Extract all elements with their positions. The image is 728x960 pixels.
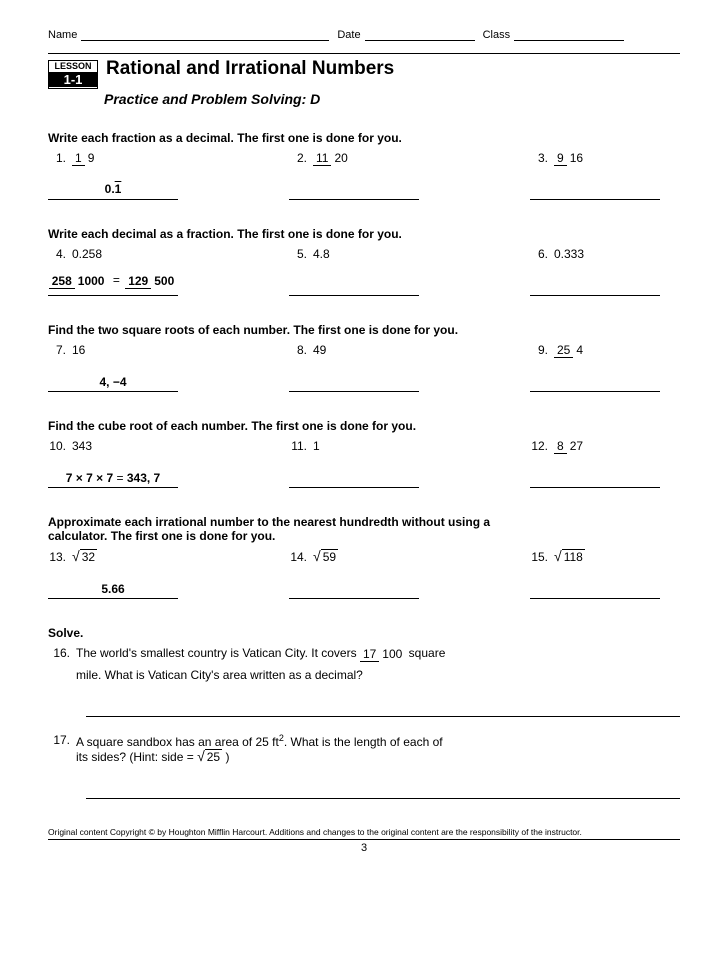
answer-15[interactable] [530, 582, 660, 599]
lesson-number: 1-1 [49, 72, 97, 87]
section-4-problems: 10.343 11.1 12. 827 [48, 439, 680, 453]
name-blank[interactable] [81, 28, 329, 41]
section-4-heading: Find the cube root of each number. The f… [48, 419, 680, 433]
answer-4[interactable]: 2581000 = 129500 [48, 279, 178, 296]
page-title: Rational and Irrational Numbers [106, 58, 394, 80]
section-2-heading: Write each decimal as a fraction. The fi… [48, 227, 680, 241]
answer-11[interactable] [289, 471, 419, 488]
copyright: Original content Copyright © by Houghton… [48, 827, 680, 837]
section-4-answers: 7 × 7 × 7 = 343, 7 [48, 471, 680, 491]
problem-15: 15. √118 [530, 549, 680, 564]
answer-13[interactable]: 5.66 [48, 582, 178, 599]
answer-14[interactable] [289, 582, 419, 599]
problem-2: 2. 1120 [289, 151, 530, 165]
class-label: Class [483, 29, 511, 41]
answer-17[interactable] [86, 782, 680, 799]
section-5-answers: 5.66 [48, 582, 680, 602]
problem-1: 1. 19 [48, 151, 289, 165]
answer-7[interactable]: 4, −4 [48, 375, 178, 392]
section-1-heading: Write each fraction as a decimal. The fi… [48, 131, 680, 145]
answer-2[interactable] [289, 183, 419, 200]
section-6-heading: Solve. [48, 626, 680, 640]
answer-3[interactable] [530, 183, 660, 200]
section-2-problems: 4.0.258 5.4.8 6.0.333 [48, 247, 680, 261]
section-5-heading: Approximate each irrational number to th… [48, 515, 548, 543]
answer-6[interactable] [530, 279, 660, 296]
date-blank[interactable] [365, 28, 475, 41]
problem-11: 11.1 [289, 439, 530, 453]
section-2-answers: 2581000 = 129500 [48, 279, 680, 299]
section-3-heading: Find the two square roots of each number… [48, 323, 538, 337]
problem-16-text: The world's smallest country is Vatican … [76, 646, 445, 682]
section-3-answers: 4, −4 [48, 375, 680, 395]
header-fields: Name Date Class [48, 28, 680, 41]
problem-16: 16. The world's smallest country is Vati… [48, 646, 680, 682]
answer-16[interactable] [86, 700, 680, 717]
problem-13: 13. √32 [48, 549, 289, 564]
problem-14: 14. √59 [289, 549, 530, 564]
problem-5: 5.4.8 [289, 247, 530, 261]
problem-12: 12. 827 [530, 439, 680, 453]
top-rule [48, 53, 680, 54]
problem-9: 9. 254 [530, 343, 680, 357]
section-3-problems: 7.16 8.49 9. 254 [48, 343, 680, 357]
page-number: 3 [48, 839, 680, 854]
section-1-problems: 1. 19 2. 1120 3. 916 [48, 151, 680, 165]
answer-9[interactable] [530, 375, 660, 392]
answer-5[interactable] [289, 279, 419, 296]
problem-4: 4.0.258 [48, 247, 289, 261]
problem-8: 8.49 [289, 343, 530, 357]
lesson-badge: LESSON 1-1 [48, 60, 98, 89]
lesson-label: LESSON [49, 62, 97, 71]
problem-10: 10.343 [48, 439, 289, 453]
problem-7: 7.16 [48, 343, 289, 357]
worksheet-page: Name Date Class LESSON 1-1 Rational and … [0, 0, 728, 864]
date-label: Date [337, 29, 360, 41]
answer-8[interactable] [289, 375, 419, 392]
name-label: Name [48, 29, 77, 41]
problem-3: 3. 916 [530, 151, 680, 165]
answer-1[interactable]: 0.1 [48, 183, 178, 200]
problem-17: 17. A square sandbox has an area of 25 f… [48, 733, 680, 764]
answer-10[interactable]: 7 × 7 × 7 = 343, 7 [48, 471, 178, 488]
class-blank[interactable] [514, 28, 624, 41]
problem-17-text: A square sandbox has an area of 25 ft2. … [76, 733, 443, 764]
page-subtitle: Practice and Problem Solving: D [104, 91, 680, 107]
lesson-header: LESSON 1-1 Rational and Irrational Numbe… [48, 60, 680, 89]
answer-12[interactable] [530, 471, 660, 488]
section-5-problems: 13. √32 14. √59 15. √118 [48, 549, 680, 564]
problem-6: 6.0.333 [530, 247, 680, 261]
section-1-answers: 0.1 [48, 183, 680, 203]
